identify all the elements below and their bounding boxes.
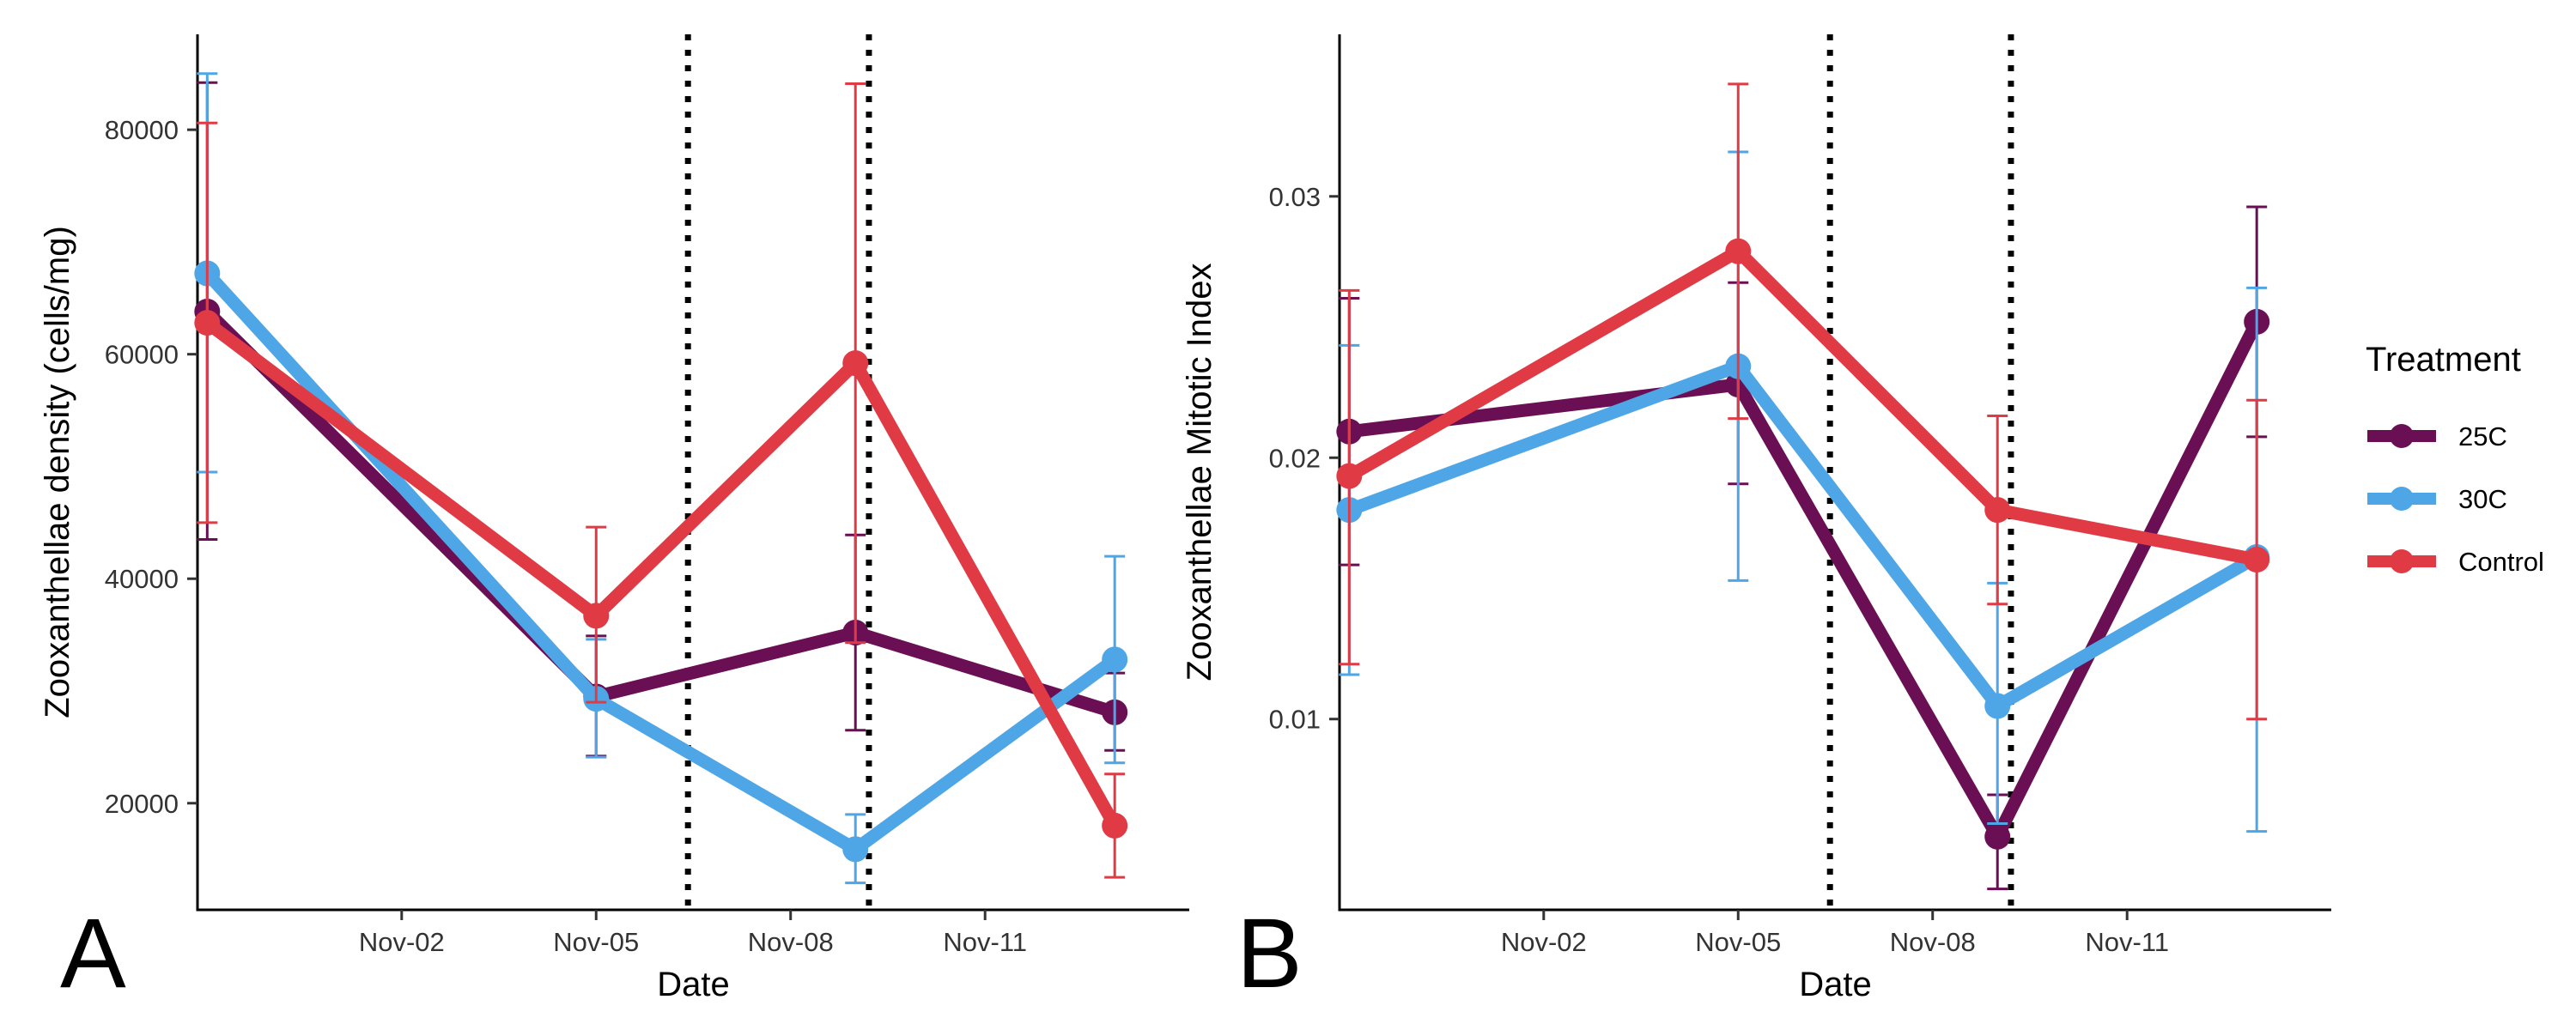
x-tick-label: Nov-08 xyxy=(748,927,834,957)
series-control xyxy=(1336,82,2270,721)
data-point xyxy=(842,350,869,377)
legend-label: Control xyxy=(2458,547,2544,577)
panel-label: B xyxy=(1236,899,1303,1009)
panel-label: A xyxy=(60,899,126,1009)
y-tick-label: 0.01 xyxy=(1269,705,1321,735)
data-point xyxy=(2244,547,2270,573)
x-tick-label: Nov-08 xyxy=(1890,927,1976,957)
data-point xyxy=(842,836,869,863)
data-point xyxy=(1984,693,2011,719)
y-tick-label: 20000 xyxy=(105,789,179,819)
x-tick-label: Nov-02 xyxy=(1501,927,1587,957)
series-line xyxy=(1348,318,2263,844)
series-line xyxy=(203,318,1121,829)
x-tick-label: Nov-11 xyxy=(2085,927,2169,957)
series-control xyxy=(194,82,1128,879)
data-point xyxy=(194,310,221,336)
y-axis-title: Zooxanthellae density (cells/mg) xyxy=(39,226,76,718)
legend-entry-25c: 25C xyxy=(2367,421,2507,451)
series-line xyxy=(1346,245,2258,566)
data-point xyxy=(1984,497,2011,524)
legend-entry-30c: 30C xyxy=(2367,484,2507,514)
panel-b: Nov-02 Nov-05 Nov-08 Nov-11 0.01 0.02 0.03 Date… xyxy=(1181,34,2331,1009)
y-tick-label: 40000 xyxy=(105,564,179,594)
data-point xyxy=(1336,463,1363,489)
legend-swatch-point xyxy=(2390,549,2414,573)
y-tick-label: 60000 xyxy=(105,340,179,370)
x-tick-label: Nov-05 xyxy=(553,927,639,957)
legend: Treatment 25C 30C Control xyxy=(2366,341,2544,577)
legend-label: 25C xyxy=(2458,421,2507,451)
x-tick-label: Nov-05 xyxy=(1695,927,1781,957)
data-point xyxy=(1984,823,2011,850)
series-line xyxy=(202,269,1119,856)
x-axis-title: Date xyxy=(1799,966,1872,1003)
x-axis-title: Date xyxy=(657,966,730,1003)
series-line xyxy=(1346,360,2260,713)
legend-swatch-point xyxy=(2390,487,2414,511)
legend-label: 30C xyxy=(2458,484,2507,514)
data-point xyxy=(583,603,610,629)
panel-a: Nov-02 Nov-05 Nov-08 Nov-11 20000 40000 60000 8… xyxy=(39,34,1189,1009)
x-tick-label: Nov-02 xyxy=(359,927,445,957)
series-line xyxy=(203,306,1117,719)
series-30c xyxy=(194,72,1128,885)
data-point xyxy=(1102,812,1128,839)
y-tick-label: 0.02 xyxy=(1269,443,1321,473)
y-tick-label: 0.03 xyxy=(1269,182,1321,212)
y-axis-title: Zooxanthellae Mitotic Index xyxy=(1181,264,1218,682)
x-tick-label: Nov-11 xyxy=(943,927,1027,957)
y-tick-label: 80000 xyxy=(105,115,179,145)
data-point xyxy=(1725,238,1752,264)
legend-entry-control: Control xyxy=(2367,547,2544,577)
data-point xyxy=(1102,646,1128,673)
legend-title: Treatment xyxy=(2366,341,2521,379)
legend-swatch-point xyxy=(2390,424,2414,448)
